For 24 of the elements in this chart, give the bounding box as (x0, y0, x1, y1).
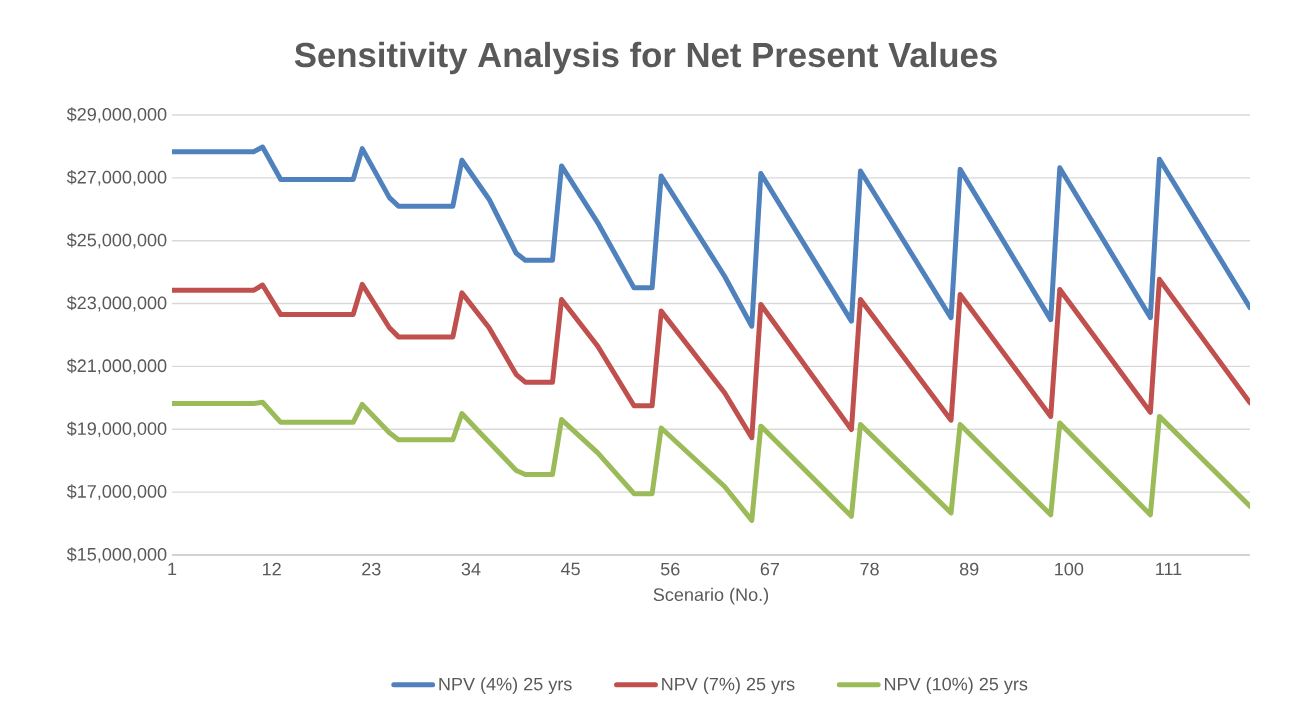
x-tick-label: 89 (959, 562, 979, 576)
legend-label: NPV (7%) 25 yrs (662, 677, 795, 695)
x-tick-label: 12 (262, 562, 281, 576)
y-tick-label: $21,000,000 (66, 358, 167, 375)
x-tick-label: 45 (560, 562, 580, 576)
x-tick-label: 67 (760, 562, 780, 576)
x-axis-title: Scenario (No.) (653, 587, 769, 605)
y-tick-label: $17,000,000 (66, 484, 167, 500)
x-tick-label: 100 (1055, 562, 1084, 576)
x-tick-label: 34 (461, 562, 481, 576)
chart-title: Sensitivity Analysis for Net Present Values (294, 41, 997, 75)
x-tick-label: 23 (362, 562, 381, 576)
legend-label: NPV (4%) 25 yrs (439, 677, 572, 695)
x-tick-label: 78 (860, 562, 879, 576)
y-tick-label: $23,000,000 (66, 295, 167, 312)
x-tick-label: 1 (168, 562, 177, 576)
x-tick-label: 56 (660, 562, 680, 576)
y-tick-label: $29,000,000 (66, 107, 167, 123)
y-tick-label: $27,000,000 (66, 170, 167, 186)
y-tick-label: $19,000,000 (66, 421, 167, 438)
y-tick-label: $15,000,000 (66, 547, 167, 563)
legend-label: NPV (10%) 25 yrs (884, 677, 1028, 695)
y-tick-label: $25,000,000 (66, 232, 167, 249)
x-tick-label: 111 (1156, 562, 1182, 576)
